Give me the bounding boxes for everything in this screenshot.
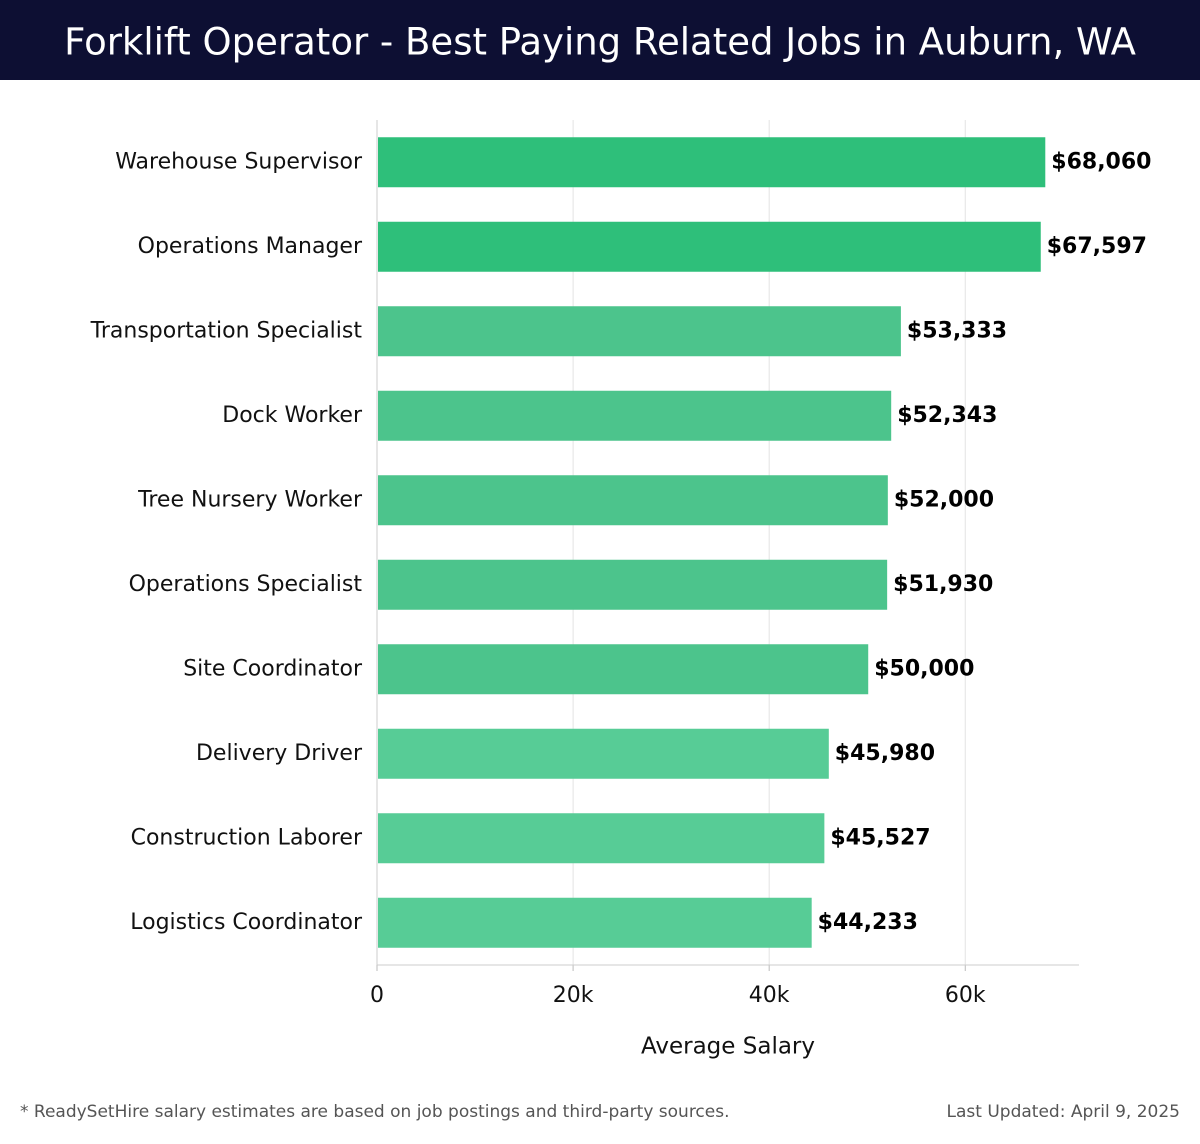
bar [378, 221, 1041, 272]
last-updated: Last Updated: April 9, 2025 [947, 1102, 1180, 1122]
footnote: * ReadySetHire salary estimates are base… [20, 1102, 730, 1122]
title-bar [0, 0, 1200, 80]
chart-title: Forklift Operator - Best Paying Related … [64, 21, 1136, 64]
bar [378, 813, 825, 864]
y-tick-label: Dock Worker [222, 403, 363, 428]
bar [378, 306, 901, 357]
x-tick-label: 40k [749, 983, 790, 1008]
value-label: $45,980 [835, 741, 935, 766]
y-tick-label: Logistics Coordinator [130, 910, 363, 935]
bar [378, 644, 869, 695]
y-tick-label: Construction Laborer [131, 825, 363, 850]
value-label: $44,233 [818, 910, 918, 935]
value-label: $67,597 [1047, 234, 1147, 259]
value-label: $51,930 [893, 572, 993, 597]
x-tick-label: 60k [945, 983, 986, 1008]
x-axis-label: Average Salary [641, 1034, 815, 1060]
bar [378, 897, 812, 948]
y-tick-label: Operations Specialist [129, 572, 363, 597]
y-tick-label: Warehouse Supervisor [115, 149, 363, 174]
y-tick-label: Tree Nursery Worker [137, 487, 363, 512]
value-label: $52,000 [894, 487, 994, 512]
value-label: $53,333 [907, 318, 1007, 343]
value-label: $45,527 [830, 825, 930, 850]
y-tick-label: Operations Manager [138, 234, 363, 259]
bar [378, 390, 892, 441]
bar [378, 475, 888, 526]
x-tick-label: 0 [370, 983, 384, 1008]
bar [378, 728, 829, 779]
value-label: $68,060 [1051, 149, 1151, 174]
value-label: $52,343 [897, 403, 997, 428]
x-tick-label: 20k [553, 983, 594, 1008]
y-tick-label: Transportation Specialist [90, 318, 363, 343]
value-label: $50,000 [874, 656, 974, 681]
bar [378, 559, 888, 610]
bar [378, 137, 1046, 188]
y-tick-label: Delivery Driver [196, 741, 363, 766]
y-tick-label: Site Coordinator [183, 656, 363, 681]
